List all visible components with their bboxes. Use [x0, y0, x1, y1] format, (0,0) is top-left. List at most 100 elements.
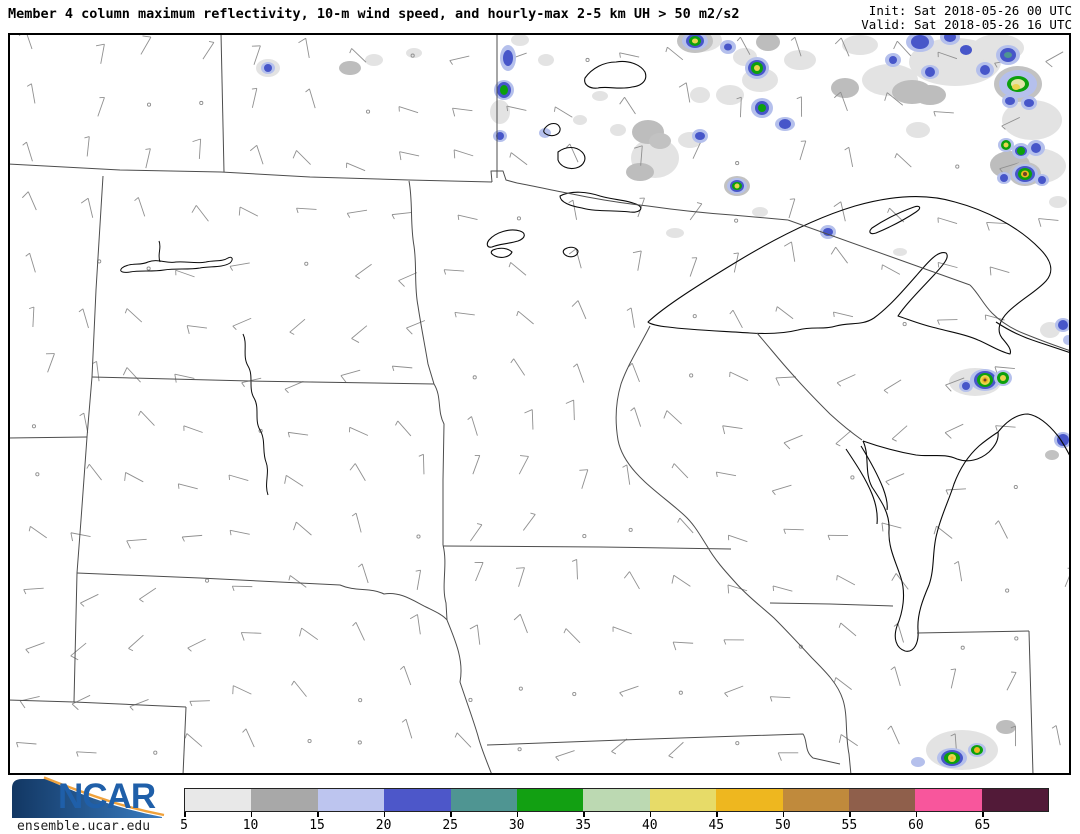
run-times: Init: Sat 2018-05-26 00 UTC Valid: Sat 2…	[861, 4, 1072, 32]
storm-cell	[745, 57, 769, 79]
border-mn-sd	[433, 383, 445, 545]
colorbar-tick-mark	[982, 812, 984, 817]
colorbar-tick-mark	[849, 812, 851, 817]
colorbar-tick-mark	[915, 812, 918, 817]
border-mi-in	[916, 630, 1030, 634]
colorbar-segment	[649, 789, 717, 811]
lake-superior	[647, 196, 1052, 355]
valid-time: Valid: Sat 2018-05-26 16 UTC	[861, 17, 1072, 32]
border-mo-ia	[486, 733, 841, 765]
ncar-logo-swoosh	[12, 779, 162, 818]
colorbar	[184, 788, 1049, 812]
lake-of-the-woods	[584, 60, 647, 89]
colorbar-tick-label: 50	[775, 818, 791, 833]
colorbar-tick-label: 60	[908, 818, 924, 833]
colorbar-tick-label: 25	[442, 818, 458, 833]
colorbar-tick-label: 40	[641, 818, 658, 833]
storm-cell	[911, 757, 925, 767]
ncar-logo-text: NCAR	[58, 777, 156, 816]
colorbar-tick-label: 20	[375, 818, 392, 833]
door-peninsula	[860, 445, 888, 511]
storm-cell	[906, 32, 934, 52]
north-channel	[995, 321, 1072, 354]
storm-cell	[968, 743, 986, 757]
storm-cell	[959, 380, 973, 392]
map-figure	[7, 28, 1074, 776]
colorbar-segment	[915, 789, 982, 811]
colorbar-segment	[516, 789, 584, 811]
colorbar-tick-mark	[184, 812, 186, 817]
border-wi-il	[769, 602, 894, 607]
colorbar-tick-label: 30	[508, 818, 525, 833]
colorbar-segment	[317, 789, 385, 811]
border-wy-ne-co-41n	[7, 699, 187, 708]
storm-cell	[720, 40, 736, 54]
border-ne-ia-missouri	[446, 619, 493, 776]
storm-cell	[997, 172, 1011, 184]
storm-cell	[500, 45, 516, 71]
lake-oahe	[242, 333, 269, 496]
storm-cell	[1027, 140, 1045, 156]
mackinac-huron	[997, 413, 1072, 459]
map-svg	[7, 28, 1074, 776]
storm-cell	[996, 45, 1020, 65]
storm-cell	[649, 133, 671, 149]
border-nd-mn-red-river	[408, 180, 435, 385]
colorbar-segment	[848, 789, 916, 811]
storm-cell	[1054, 432, 1072, 448]
colorbar-tick-label: 10	[242, 818, 259, 833]
colorbar-segment	[782, 789, 849, 811]
colorbar-segment	[185, 789, 252, 811]
colorbar-tick-mark	[250, 812, 253, 817]
colorbar-segment	[583, 789, 650, 811]
border-us-canada-west	[7, 163, 493, 183]
border-lakes-chain	[543, 122, 642, 213]
storm-cell	[1045, 450, 1059, 460]
colorbar-tick-mark	[450, 812, 452, 817]
colorbar-tick-mark	[516, 812, 519, 817]
precip-veils	[339, 28, 1067, 770]
storm-cell	[256, 59, 280, 77]
colorbar-tick-label: 5	[180, 818, 188, 833]
green-bay	[845, 448, 878, 525]
colorbar-tick-label: 65	[974, 818, 991, 833]
storm-cell	[994, 66, 1042, 102]
storm-cell	[775, 117, 795, 131]
border-mississippi-border	[615, 325, 852, 776]
colorbar-tick-mark	[317, 812, 319, 817]
border-nw-angle	[490, 170, 518, 184]
storm-cell	[994, 370, 1012, 386]
storm-cells	[256, 29, 1073, 768]
border-sd-ne-missouri	[76, 572, 448, 621]
up-south-shore	[862, 431, 999, 462]
storm-cell	[751, 98, 773, 118]
colorbar-segment	[384, 789, 451, 811]
storm-cell	[960, 45, 972, 55]
storm-cell	[970, 369, 1000, 391]
border-sk-mb	[220, 32, 225, 173]
colorbar-tick-mark	[583, 812, 585, 817]
border-il-in	[1028, 630, 1034, 776]
colorbar-tick-label: 55	[841, 818, 858, 833]
storm-cell	[1002, 94, 1018, 108]
colorbar-tick-mark	[716, 812, 718, 817]
colorbar-tick-label: 45	[708, 818, 725, 833]
isle-royale	[869, 205, 921, 235]
colorbar-tick-mark	[782, 812, 785, 817]
storm-cell	[1021, 96, 1037, 110]
border-nd-sd	[91, 376, 435, 385]
lakes	[486, 60, 1072, 652]
border-mn-ia	[442, 545, 732, 550]
storm-cell	[692, 129, 708, 143]
colorbar-tick-mark	[649, 812, 652, 817]
storm-cell	[1055, 318, 1071, 332]
colorbar-segment	[981, 789, 1049, 811]
storm-cell	[1035, 174, 1049, 186]
storm-cell	[494, 80, 514, 100]
storm-cell	[724, 176, 750, 196]
storm-cell	[1009, 162, 1041, 186]
border-co-east	[182, 706, 187, 776]
rivers	[120, 240, 269, 496]
lake-sakakawea	[120, 240, 233, 273]
border-mt-wy	[7, 436, 88, 439]
